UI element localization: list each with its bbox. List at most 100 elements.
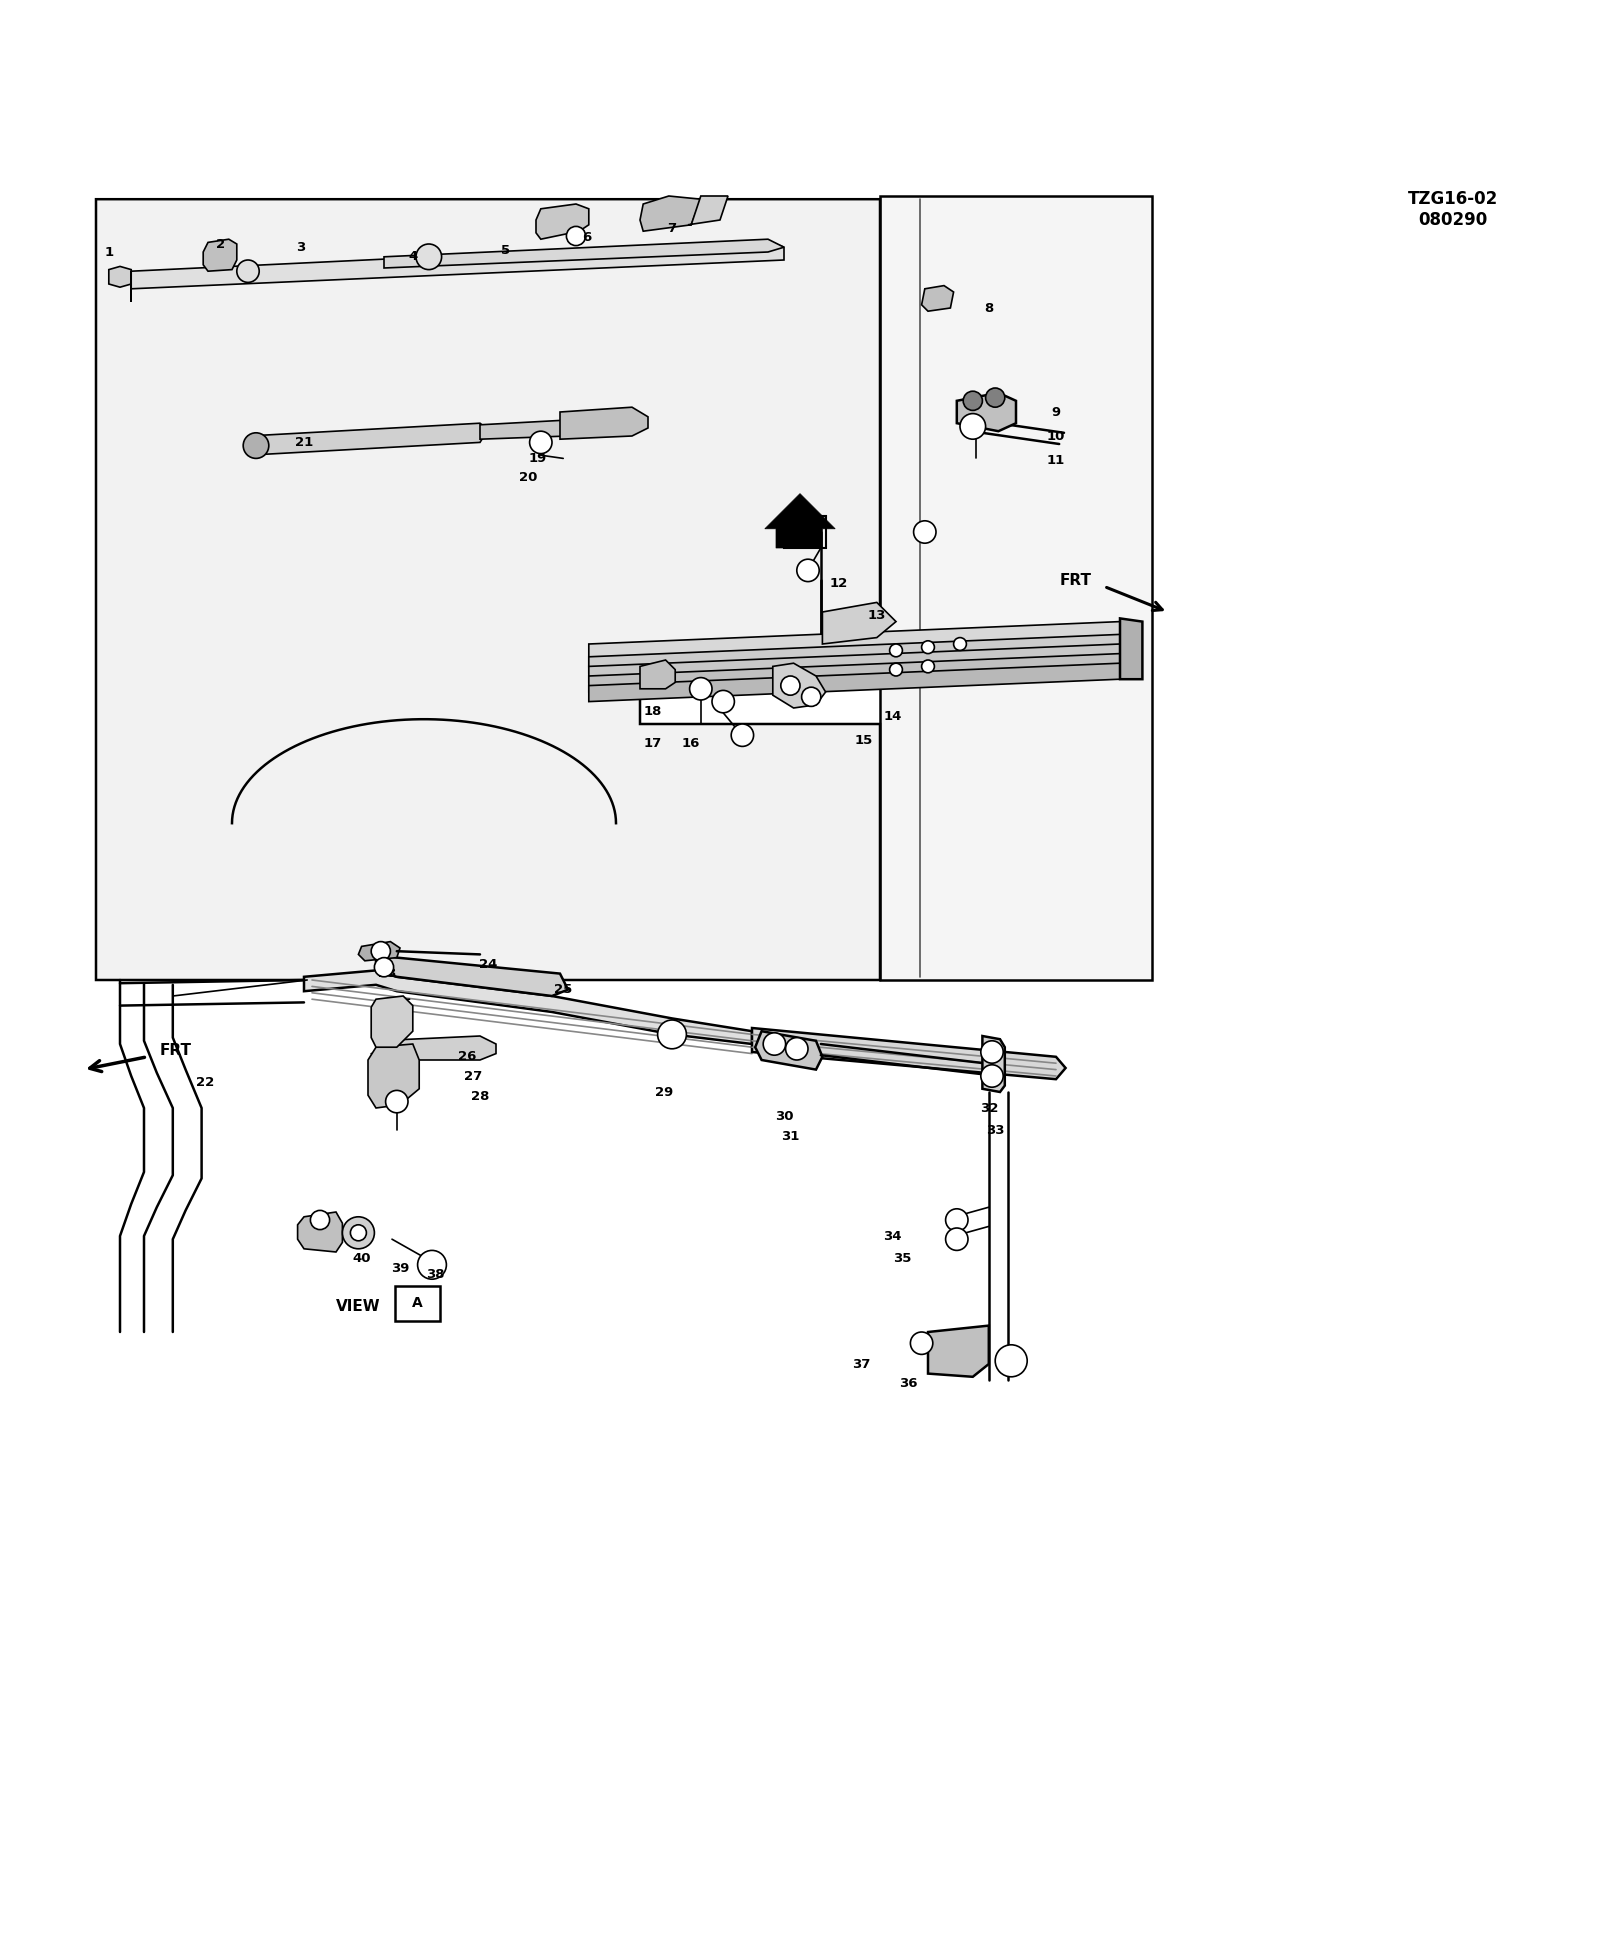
Text: FRT: FRT bbox=[160, 1043, 192, 1058]
Text: 37: 37 bbox=[851, 1358, 870, 1370]
Text: 26: 26 bbox=[458, 1051, 477, 1062]
Text: 1: 1 bbox=[104, 245, 114, 259]
Circle shape bbox=[890, 645, 902, 657]
Polygon shape bbox=[752, 1027, 1066, 1080]
Circle shape bbox=[922, 661, 934, 672]
Text: 30: 30 bbox=[774, 1109, 794, 1123]
Circle shape bbox=[981, 1064, 1003, 1088]
Circle shape bbox=[914, 521, 936, 543]
Text: 19: 19 bbox=[528, 453, 547, 465]
Polygon shape bbox=[376, 955, 568, 996]
Circle shape bbox=[566, 227, 586, 245]
Polygon shape bbox=[298, 1211, 342, 1252]
Polygon shape bbox=[928, 1325, 989, 1376]
Circle shape bbox=[243, 433, 269, 459]
Polygon shape bbox=[248, 423, 488, 455]
Text: 10: 10 bbox=[1046, 429, 1066, 443]
Circle shape bbox=[960, 414, 986, 439]
Polygon shape bbox=[384, 239, 784, 269]
Polygon shape bbox=[957, 392, 1016, 431]
Text: 29: 29 bbox=[654, 1086, 674, 1098]
Text: 9: 9 bbox=[1051, 406, 1061, 419]
Text: VIEW: VIEW bbox=[336, 1299, 381, 1313]
Polygon shape bbox=[589, 621, 1130, 666]
Text: 23: 23 bbox=[378, 966, 397, 980]
Circle shape bbox=[922, 641, 934, 653]
Polygon shape bbox=[376, 1037, 496, 1060]
Polygon shape bbox=[880, 196, 1152, 980]
Polygon shape bbox=[589, 645, 1120, 682]
Text: 20: 20 bbox=[518, 470, 538, 484]
Polygon shape bbox=[109, 267, 131, 288]
Text: TZG16-02: TZG16-02 bbox=[1408, 190, 1498, 208]
Polygon shape bbox=[560, 408, 648, 439]
Text: 4: 4 bbox=[408, 251, 418, 263]
Text: 2: 2 bbox=[216, 237, 226, 251]
Polygon shape bbox=[688, 196, 728, 225]
Text: A: A bbox=[413, 1296, 422, 1309]
Circle shape bbox=[910, 1333, 933, 1354]
Text: 18: 18 bbox=[643, 706, 662, 717]
Text: 17: 17 bbox=[643, 737, 662, 749]
Text: 31: 31 bbox=[781, 1131, 800, 1143]
Text: 28: 28 bbox=[470, 1090, 490, 1103]
Circle shape bbox=[786, 1037, 808, 1060]
Circle shape bbox=[310, 1211, 330, 1229]
Polygon shape bbox=[822, 602, 896, 645]
Circle shape bbox=[342, 1217, 374, 1249]
Circle shape bbox=[946, 1209, 968, 1231]
Circle shape bbox=[350, 1225, 366, 1241]
Polygon shape bbox=[371, 996, 413, 1047]
Polygon shape bbox=[131, 241, 784, 288]
Polygon shape bbox=[922, 286, 954, 312]
Text: 7: 7 bbox=[667, 221, 677, 235]
Circle shape bbox=[802, 688, 821, 706]
Polygon shape bbox=[773, 662, 826, 708]
Circle shape bbox=[763, 1033, 786, 1054]
Polygon shape bbox=[765, 494, 835, 549]
Circle shape bbox=[731, 723, 754, 747]
Polygon shape bbox=[368, 1045, 419, 1107]
Text: 38: 38 bbox=[426, 1268, 445, 1282]
Text: 21: 21 bbox=[294, 435, 314, 449]
Polygon shape bbox=[982, 1037, 1005, 1092]
Circle shape bbox=[374, 958, 394, 976]
Circle shape bbox=[658, 1019, 686, 1049]
Text: 24: 24 bbox=[478, 958, 498, 970]
Text: 39: 39 bbox=[390, 1262, 410, 1274]
Text: 34: 34 bbox=[883, 1229, 902, 1243]
Circle shape bbox=[371, 941, 390, 960]
Text: 40: 40 bbox=[352, 1252, 371, 1264]
Text: 080290: 080290 bbox=[1418, 212, 1488, 229]
Text: 27: 27 bbox=[464, 1070, 483, 1082]
Bar bbox=[248, 680, 368, 757]
Polygon shape bbox=[358, 941, 400, 960]
Polygon shape bbox=[536, 204, 589, 239]
Circle shape bbox=[963, 392, 982, 410]
Text: A: A bbox=[800, 525, 810, 539]
Text: 16: 16 bbox=[682, 737, 701, 749]
Circle shape bbox=[237, 261, 259, 282]
Text: 25: 25 bbox=[554, 984, 573, 996]
Circle shape bbox=[712, 690, 734, 713]
Polygon shape bbox=[640, 661, 675, 688]
Polygon shape bbox=[203, 239, 237, 270]
Circle shape bbox=[946, 1229, 968, 1250]
Polygon shape bbox=[640, 196, 701, 231]
Text: 8: 8 bbox=[984, 302, 994, 314]
Circle shape bbox=[995, 1345, 1027, 1376]
Circle shape bbox=[890, 662, 902, 676]
Polygon shape bbox=[304, 970, 752, 1045]
Circle shape bbox=[416, 243, 442, 270]
Circle shape bbox=[986, 388, 1005, 408]
Circle shape bbox=[797, 559, 819, 582]
Polygon shape bbox=[589, 653, 1120, 692]
Text: 33: 33 bbox=[986, 1123, 1005, 1137]
Text: 11: 11 bbox=[1046, 453, 1066, 466]
Polygon shape bbox=[589, 662, 1120, 702]
Text: 3: 3 bbox=[296, 241, 306, 253]
Circle shape bbox=[981, 1041, 1003, 1062]
Bar bbox=[918, 549, 934, 561]
Circle shape bbox=[690, 678, 712, 700]
Circle shape bbox=[386, 1090, 408, 1113]
